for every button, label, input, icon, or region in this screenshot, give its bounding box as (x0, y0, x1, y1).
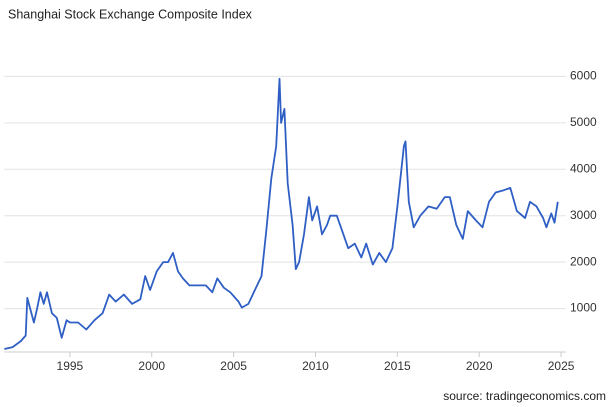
x-tick-label: 2015 (384, 359, 411, 373)
y-tick-label: 1000 (570, 301, 597, 315)
source: source: tradingeconomics.com (443, 389, 606, 403)
y-tick-label: 3000 (570, 208, 597, 222)
y-tick-label: 5000 (570, 115, 597, 129)
chart-title: Shanghai Stock Exchange Composite Index (8, 7, 253, 21)
x-tick-label: 2000 (138, 359, 165, 373)
x-tick-label: 2010 (302, 359, 329, 373)
y-tick-label: 4000 (570, 161, 597, 175)
y-tick-label: 2000 (570, 254, 597, 268)
x-tick-label: 2020 (466, 359, 493, 373)
x-tick-label: 2025 (548, 359, 575, 373)
x-tick-label: 2005 (220, 359, 247, 373)
y-tick-label: 6000 (570, 69, 597, 83)
x-tick-label: 1995 (57, 359, 84, 373)
data-line (4, 77, 559, 350)
